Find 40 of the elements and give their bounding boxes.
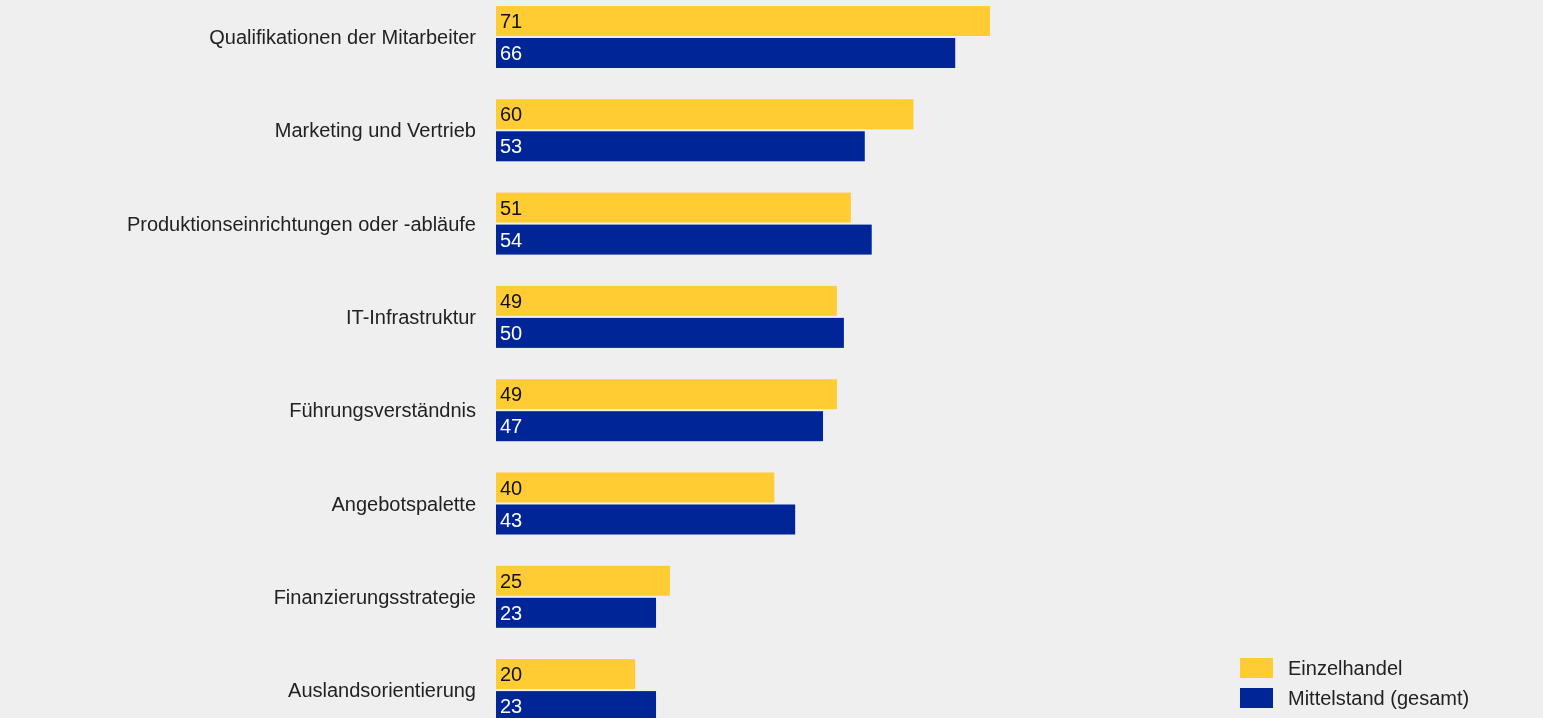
legend-label: Mittelstand (gesamt) [1288,687,1470,709]
data-label: 23 [500,601,523,624]
bar [496,99,914,130]
bar [496,411,824,442]
data-label: 60 [500,103,523,126]
data-label: 51 [500,196,523,219]
bar [496,317,844,348]
bar [496,6,990,36]
data-label: 20 [500,663,523,686]
bar [496,597,657,628]
data-label: 50 [500,321,523,344]
y-tick-label: Führungsverständnis [289,399,476,422]
bar [496,472,775,503]
bar [496,38,956,68]
data-label: 66 [500,42,523,64]
y-tick-label: IT-Infrastruktur [345,305,477,328]
bar [496,192,851,223]
data-label: 49 [500,383,523,406]
y-tick-label: Marketing und Vertrieb [274,119,476,142]
data-label: 23 [500,695,523,718]
data-label: 47 [500,415,523,438]
y-tick-label: Angebotspalette [331,492,476,515]
data-label: 40 [500,476,523,499]
bar [496,379,837,410]
y-tick-label: Finanzierungsstrategie [273,585,476,608]
data-label: 25 [500,569,523,592]
bar [496,285,837,316]
data-label: 43 [500,508,523,531]
y-tick-label: Qualifikationen der Mitarbeiter [209,26,477,48]
bar [496,504,796,535]
bar [496,131,865,162]
data-label: 71 [500,10,523,32]
bar [496,565,670,596]
data-label: 54 [500,228,523,251]
data-label: 53 [500,135,523,158]
bar [496,224,872,255]
y-tick-label: Produktionseinrichtungen oder -abläufe [126,212,476,235]
legend-label: Einzelhandel [1288,657,1403,679]
y-tick-label: Auslandsorientierung [288,679,476,702]
data-label: 49 [500,289,523,312]
